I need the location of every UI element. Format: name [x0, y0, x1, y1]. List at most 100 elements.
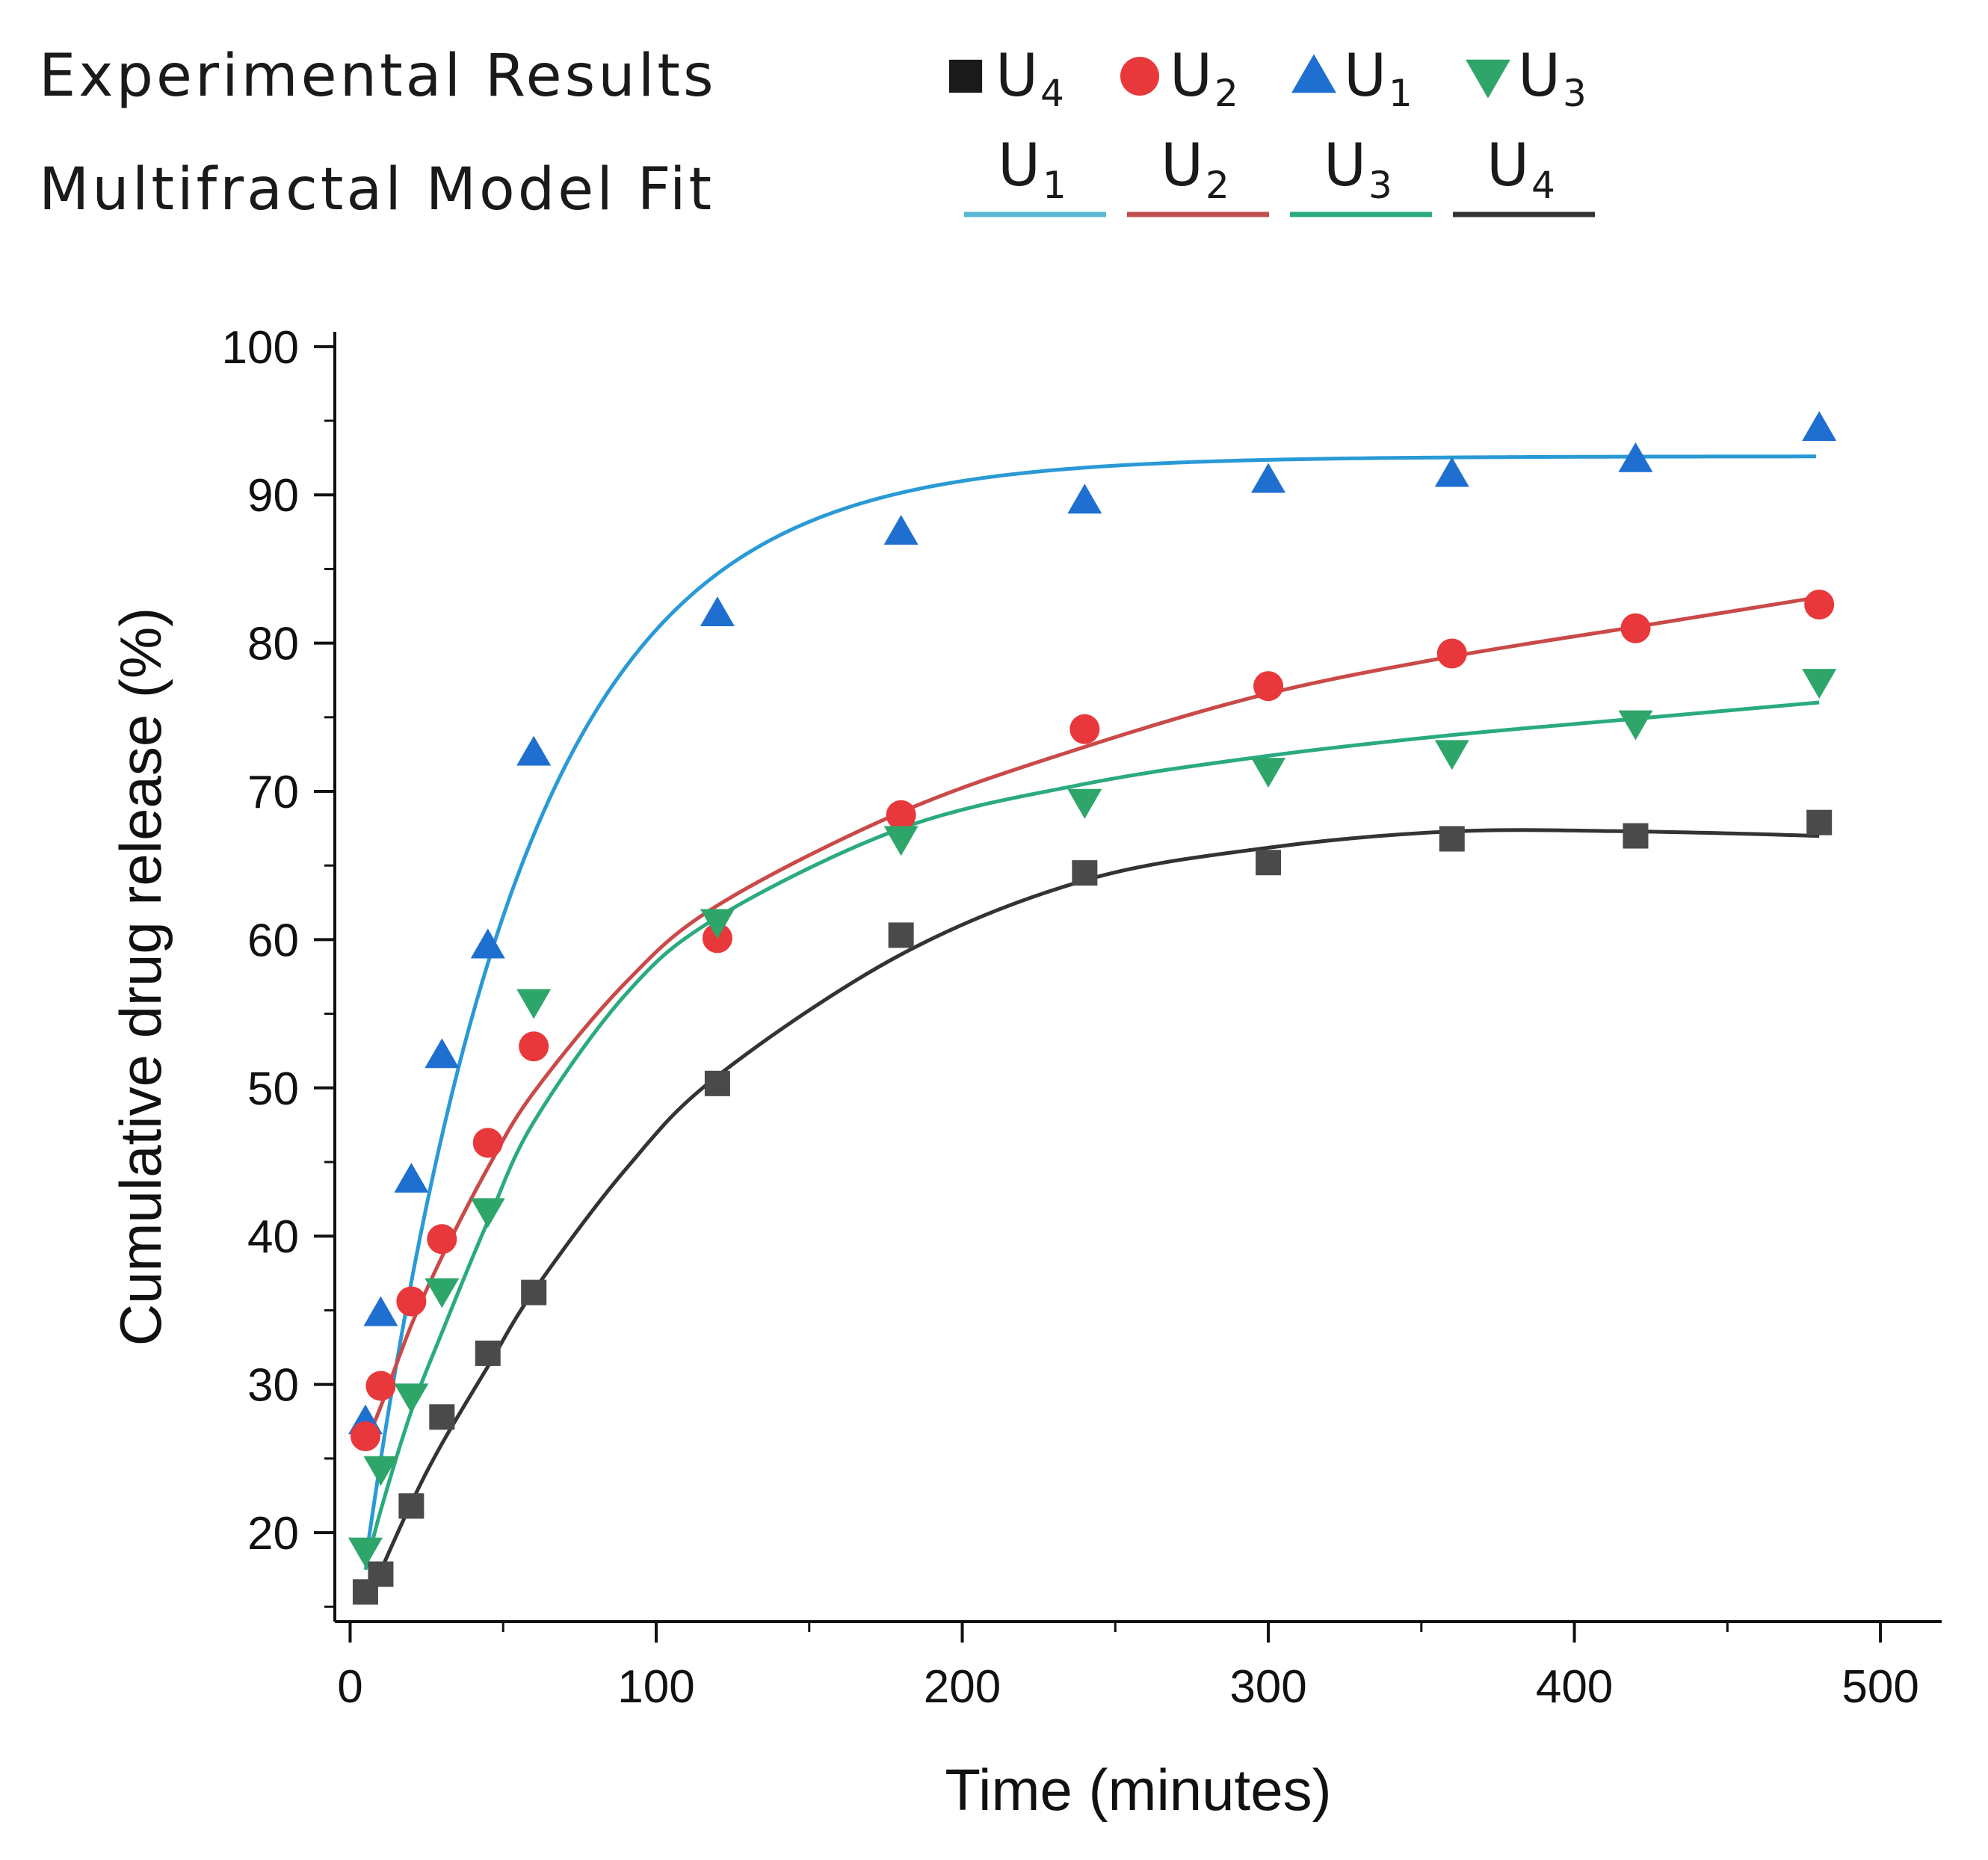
- point-u4-t45: [475, 1340, 501, 1366]
- x-tick-label-0: 0: [337, 1661, 362, 1713]
- legend-exp-marker-u1: [1291, 54, 1336, 93]
- point-u4-t300: [1256, 850, 1282, 876]
- legend-model-sub-u1: 1: [1043, 164, 1069, 207]
- x-axis-title: Time (minutes): [945, 1757, 1331, 1823]
- legend-model-sub-u3: 3: [1368, 164, 1395, 207]
- y-tick-label-40: 40: [247, 1211, 299, 1263]
- point-u2-t5: [350, 1421, 380, 1452]
- legend-exp-item-u2: U2: [1120, 43, 1241, 115]
- y-axis-title: Cumulative drug release (%): [108, 608, 173, 1346]
- series-u1: [348, 411, 1837, 1435]
- legend-experimental-label: Experimental Results: [39, 43, 717, 110]
- point-u4-t240: [1072, 860, 1098, 886]
- y-tick-label-30: 30: [247, 1360, 299, 1412]
- point-u4-t360: [1439, 826, 1465, 852]
- legend-model-name-u3: U: [1324, 132, 1369, 200]
- point-u4-t10: [368, 1561, 394, 1587]
- legend-model-name-u1: U: [998, 132, 1043, 200]
- x-tick-label-500: 500: [1842, 1661, 1918, 1713]
- y-tick-label-80: 80: [247, 619, 299, 670]
- point-u2-t360: [1436, 638, 1467, 669]
- data-markers: [348, 411, 1837, 1605]
- y-tick-label-50: 50: [247, 1063, 299, 1115]
- point-u1-t240: [1067, 483, 1102, 514]
- legend-exp-marker-u4: [948, 59, 983, 93]
- point-u1-t360: [1434, 457, 1469, 487]
- point-u2-t300: [1253, 671, 1284, 702]
- legend-model-sub-u4: 4: [1531, 164, 1558, 207]
- series-u4: [352, 809, 1833, 1605]
- legend-exp-sub-u3: 3: [1563, 72, 1590, 115]
- legend: Experimental Results Multifractal Model …: [39, 43, 1595, 223]
- fit-line-u1: [363, 454, 1817, 1563]
- series-u3: [348, 669, 1837, 1568]
- legend-exp-item-u4: U4: [948, 43, 1067, 115]
- point-u1-t20: [394, 1162, 429, 1193]
- point-u3-t300: [1251, 758, 1286, 788]
- legend-exp-sub-u2: 2: [1214, 72, 1241, 115]
- point-u1-t10: [363, 1296, 398, 1326]
- point-u4-t120: [704, 1070, 730, 1096]
- point-u3-t10: [363, 1456, 398, 1486]
- point-u3-t30: [425, 1278, 460, 1309]
- point-u2-t240: [1069, 714, 1100, 744]
- legend-exp-sub-u1: 1: [1389, 72, 1416, 115]
- x-tick-label-200: 200: [924, 1661, 1001, 1713]
- point-u3-t5: [348, 1537, 383, 1568]
- legend-model-name-u4: U: [1487, 132, 1532, 200]
- legend-exp-name-u3: U: [1518, 43, 1563, 110]
- x-tick-label-300: 300: [1229, 1661, 1306, 1713]
- fit-line-u4: [372, 828, 1820, 1586]
- point-u1-t60: [516, 735, 552, 766]
- point-u3-t480: [1802, 669, 1837, 699]
- legend-exp-item-u1: U1: [1291, 43, 1416, 115]
- point-u4-t60: [521, 1279, 547, 1306]
- legend-exp-sub-u4: 4: [1040, 72, 1067, 115]
- point-u3-t180: [883, 826, 919, 856]
- fit-line-u3: [363, 700, 1820, 1571]
- point-u4-t20: [398, 1493, 425, 1519]
- legend-model-name-u2: U: [1161, 132, 1206, 200]
- point-u2-t20: [396, 1286, 427, 1317]
- point-u2-t420: [1620, 613, 1651, 643]
- legend-exp-name-u1: U: [1344, 43, 1389, 110]
- legend-experimental-items: U4 U2 U1 U3: [948, 43, 1590, 115]
- y-tick-label-90: 90: [247, 470, 299, 522]
- point-u3-t120: [700, 909, 735, 939]
- point-u1-t45: [470, 928, 505, 959]
- legend-model-item-u3: U3: [1290, 132, 1432, 217]
- point-u2-t10: [365, 1371, 396, 1401]
- legend-model-label: Multifractal Model Fit: [39, 156, 714, 223]
- legend-exp-item-u3: U3: [1466, 43, 1590, 115]
- point-u2-t60: [519, 1031, 549, 1062]
- point-u2-t480: [1804, 590, 1835, 620]
- legend-exp-name-u2: U: [1170, 43, 1215, 110]
- point-u2-t180: [886, 800, 916, 830]
- fit-lines: [363, 454, 1820, 1586]
- legend-model-sub-u2: 2: [1206, 164, 1232, 207]
- y-tick-label-70: 70: [247, 767, 299, 818]
- legend-exp-marker-u3: [1466, 59, 1510, 99]
- point-u2-t30: [427, 1224, 457, 1255]
- point-u4-t480: [1806, 809, 1833, 835]
- x-tick-label-400: 400: [1536, 1661, 1613, 1713]
- point-u1-t420: [1618, 442, 1653, 472]
- point-u4-t180: [888, 922, 914, 948]
- x-tick-label-100: 100: [617, 1661, 694, 1713]
- point-u3-t45: [470, 1198, 505, 1229]
- legend-model-item-u4: U4: [1453, 132, 1595, 217]
- legend-model-item-u1: U1: [964, 132, 1106, 217]
- y-tick-label-100: 100: [222, 322, 299, 374]
- point-u3-t20: [394, 1383, 429, 1414]
- point-u3-t360: [1434, 740, 1469, 770]
- point-u2-t45: [472, 1128, 503, 1158]
- point-u1-t120: [700, 596, 735, 627]
- legend-model-item-u2: U2: [1127, 132, 1269, 217]
- point-u3-t60: [516, 989, 552, 1019]
- series-u2: [350, 590, 1835, 1452]
- axes: 20 30 40 50 60 70 80 90 100 0 100 200 300 400 500: [222, 322, 1942, 1713]
- point-u1-t300: [1251, 463, 1286, 493]
- point-u3-t420: [1618, 710, 1653, 741]
- legend-exp-name-u4: U: [995, 43, 1041, 110]
